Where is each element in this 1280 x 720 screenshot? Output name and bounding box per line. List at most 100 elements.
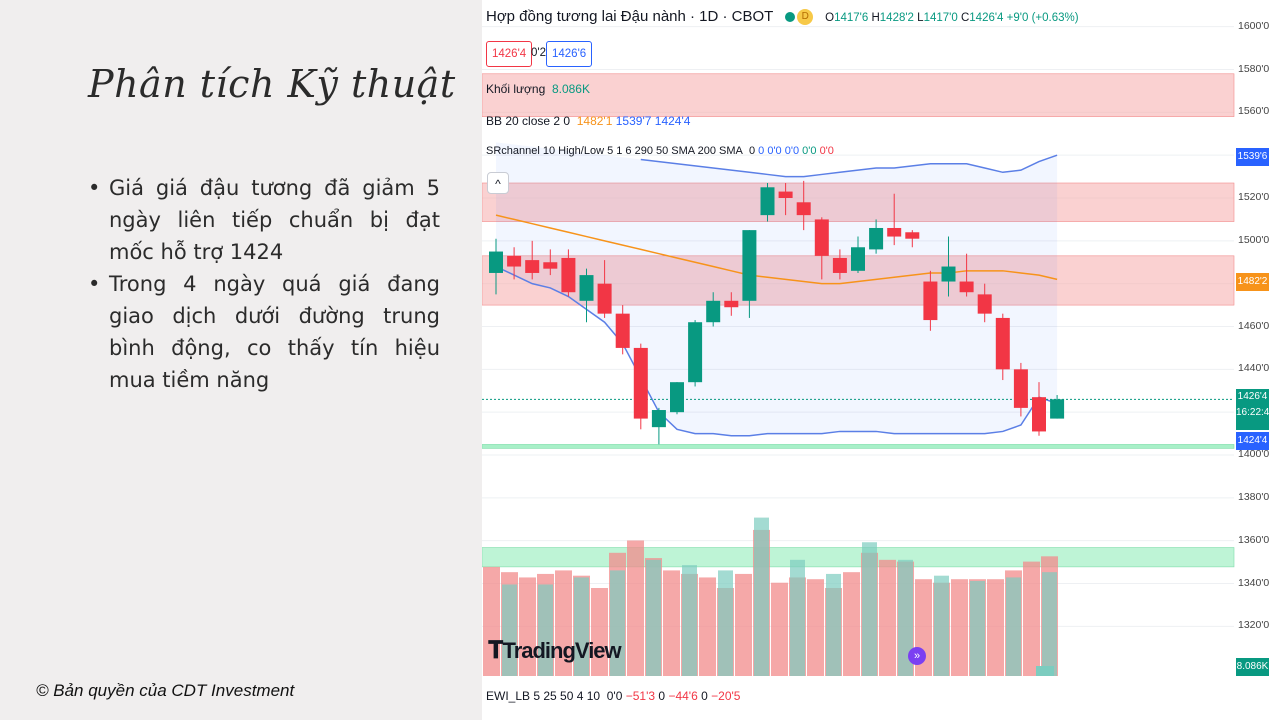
volume-bar [699, 577, 716, 676]
bullet-item: Giá giá đậu tương đã giảm 5 ngày liên ti… [88, 172, 440, 268]
collapse-legend-button[interactable]: ^ [487, 172, 509, 194]
candle-body [742, 230, 757, 301]
last-price-tag: 1426'4 16:22:43 [1236, 389, 1275, 430]
bb-lower-tag: 1424'4 [1236, 432, 1269, 450]
candle-body [832, 257, 847, 273]
y-tick-label: 1500'0 [1238, 233, 1270, 246]
volume-bar [519, 577, 536, 676]
replay-icon[interactable]: » [908, 647, 926, 665]
volume-bar [1023, 561, 1040, 676]
delay-badge[interactable]: D [797, 9, 814, 26]
candlestick-chart[interactable] [482, 0, 1280, 720]
candle-body [959, 281, 974, 293]
candle-body [923, 281, 938, 321]
volume-bar [682, 565, 697, 676]
candle-body [887, 227, 902, 237]
volume-zone [482, 547, 1235, 568]
volume-bar [843, 572, 860, 676]
srchannel-legend[interactable]: SRchannel 10 High/Low 5 1 6 290 50 SMA 2… [486, 145, 834, 157]
candle-body [615, 313, 630, 348]
y-tick-label: 1320'0 [1238, 619, 1270, 632]
y-tick-label: 1440'0 [1238, 362, 1270, 375]
volume-bar [646, 559, 661, 676]
ohlc-readout: O1417'6 H1428'2 L1417'0 C1426'4 +9'0 (+0… [825, 12, 1079, 24]
volume-bar [483, 566, 500, 676]
candle-body [796, 202, 811, 216]
volume-bar [591, 588, 608, 676]
candle-body [561, 257, 576, 293]
volume-tag: 8.086K [1236, 658, 1269, 676]
bb-basis-line [495, 214, 1058, 285]
candle-body [507, 255, 522, 267]
copyright-note: © Bản quyền của CDT Investment [36, 681, 295, 700]
bb-lower-line [495, 265, 1058, 437]
y-tick-label: 1360'0 [1238, 533, 1270, 546]
candle-body [670, 382, 684, 413]
tradingview-logo: 𝐓TradingView [488, 637, 622, 664]
volume-bar [1006, 577, 1021, 676]
bb-upper-tag: 1539'6 [1236, 148, 1269, 166]
volume-bar [970, 580, 985, 676]
volume-bar [951, 579, 968, 676]
candle-body [597, 283, 612, 314]
volume-bar [1042, 572, 1057, 676]
volume-bar [610, 570, 625, 676]
candle-body [651, 410, 666, 428]
candle-body [525, 260, 540, 273]
volume-bar [790, 559, 805, 676]
volume-bar [934, 575, 949, 676]
candle-body [579, 275, 594, 301]
candle-body [724, 300, 739, 308]
candle-body [814, 219, 829, 256]
volume-bar [1036, 666, 1054, 676]
slide-title: Phân tích Kỹ thuật [88, 62, 456, 106]
volume-bar [898, 559, 913, 676]
candle-body [778, 191, 793, 198]
candle-body [543, 262, 558, 269]
candle-body [905, 232, 920, 239]
volume-bar [879, 559, 896, 676]
y-tick-label: 1340'0 [1238, 576, 1270, 589]
resistance-zone [482, 73, 1235, 117]
volume-bar [555, 570, 572, 676]
volume-bar [862, 542, 877, 676]
y-tick-label: 1600'0 [1238, 19, 1270, 32]
candle-body [1032, 397, 1046, 432]
y-tick-label: 1460'0 [1238, 319, 1270, 332]
candle-body [489, 251, 503, 273]
y-tick-label: 1560'0 [1238, 105, 1270, 118]
volume-bar [538, 584, 553, 676]
resistance-zone [482, 182, 1235, 222]
chart-panel[interactable]: Hợp đồng tương lai Đậu nành · 1D · CBOT … [482, 0, 1280, 720]
y-tick-label: 1400'0 [1238, 448, 1270, 460]
volume-bar [987, 579, 1004, 676]
bb-legend[interactable]: BB 20 close 2 0 1482'1 1539'7 1424'4 [486, 114, 691, 128]
ewi-legend[interactable]: EWI_LB 5 25 50 4 10 0'0 −51'3 0 −44'6 0 … [486, 689, 741, 703]
bb-basis-tag: 1482'2 [1236, 273, 1269, 291]
volume-bar [807, 579, 824, 676]
y-tick-label: 1520'0 [1238, 191, 1270, 203]
volume-bar [826, 573, 841, 676]
sell-price-button[interactable]: 1426'4 [486, 41, 533, 67]
volume-legend[interactable]: Khối lượng 8.086K [486, 82, 590, 96]
chart-title: Hợp đồng tương lai Đậu nành · 1D · CBOT [486, 8, 774, 25]
volume-bar [502, 584, 517, 676]
candle-body [851, 247, 865, 271]
spread-value: 0'2 [531, 47, 546, 59]
y-tick-label: 1580'0 [1238, 62, 1270, 75]
market-status-icon [785, 12, 796, 23]
candle-body [869, 227, 884, 250]
bullet-item: Trong 4 ngày quá giá đang giao dịch dưới… [88, 268, 440, 396]
candle-body [941, 266, 956, 282]
buy-price-button[interactable]: 1426'6 [546, 41, 593, 67]
volume-bar [663, 570, 680, 676]
volume-bar [718, 570, 733, 676]
volume-bar [771, 582, 788, 676]
y-tick-label: 1380'0 [1238, 490, 1270, 503]
candle-body [977, 294, 992, 314]
volume-bar [735, 573, 752, 676]
volume-bar [754, 517, 769, 676]
candle-body [688, 322, 703, 383]
chart-header: Hợp đồng tương lai Đậu nành · 1D · CBOT … [486, 8, 1079, 26]
volume-bar [574, 577, 589, 676]
